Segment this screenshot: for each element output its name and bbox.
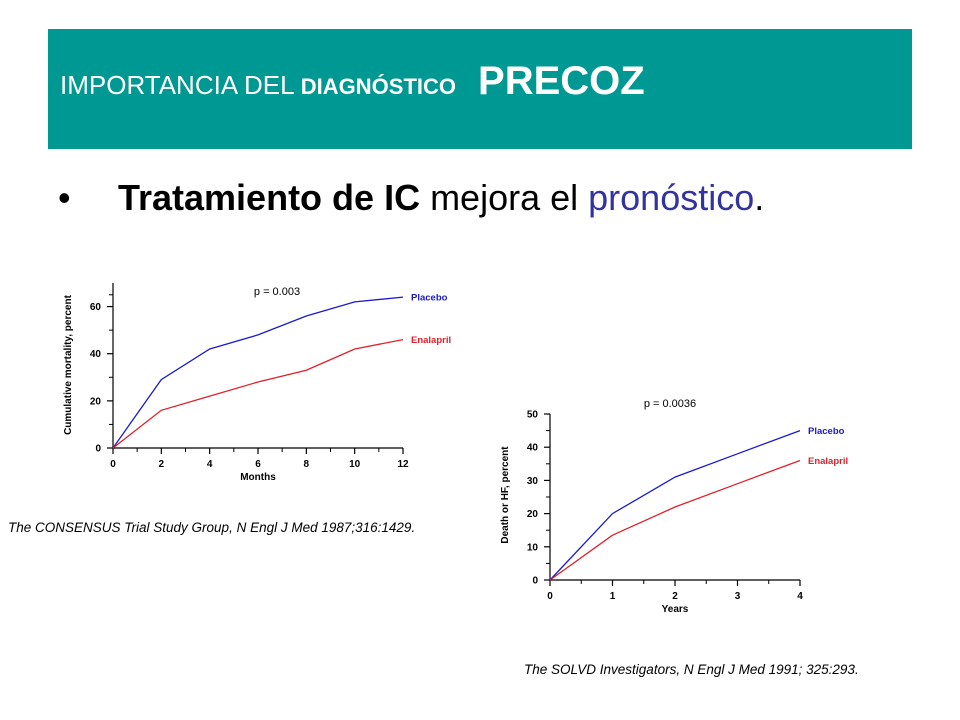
y-axis-label: Death or HF, percent [500,446,511,544]
citation-solvd: The SOLVD Investigators, N Engl J Med 19… [524,662,859,677]
placebo-line [112,296,404,449]
bullet-middle-text: mejora el [420,177,589,218]
x-tick-label: 2 [159,459,165,470]
x-tick-label: 3 [735,591,741,602]
title-part-3: PRECOZ [478,59,645,103]
bullet-symbol: • [58,177,71,218]
p-value-label: p = 0.0036 [644,398,696,410]
consensus-chart: 0 2 4 6 8 10 12 0 20 40 60 Months Cumulative mortali… [63,283,451,483]
x-tick-label: 4 [207,459,213,470]
x-tick-label: 2 [672,591,678,602]
y-tick-label: 0 [532,576,538,587]
x-axis-label: Months [240,472,276,483]
y-tick-label: 0 [95,444,101,455]
x-tick-label: 10 [349,459,361,470]
x-tick-label: 1 [610,591,616,602]
citation-consensus: The CONSENSUS Trial Study Group, N Engl … [8,520,416,535]
title-part-2: DIAGNÓSTICO [300,74,457,99]
y-axis-label: Cumulative mortality, percent [63,294,74,435]
bullet-point: • Tratamiento de IC mejora el pronóstico. [58,176,764,219]
enalapril-series-label: Enalapril [411,335,451,346]
enalapril-series-label: Enalapril [808,456,848,467]
bullet-end-text: . [754,177,765,218]
x-tick-label: 0 [110,459,116,470]
title-banner: IMPORTANCIA DEL DIAGNÓSTICO PRECOZ [48,29,912,149]
y-tick-label: 20 [527,509,539,520]
y-tick-label: 30 [527,476,539,487]
x-tick-label: 12 [397,459,409,470]
p-value-label: p = 0.003 [254,286,300,298]
title-part-1: IMPORTANCIA DEL [60,70,301,100]
y-tick-label: 40 [90,349,102,360]
bullet-accent-text: pronóstico [588,177,755,218]
x-tick-label: 0 [547,591,553,602]
slide-title: IMPORTANCIA DEL DIAGNÓSTICO PRECOZ [60,61,645,101]
bullet-bold-text: Tratamiento de IC [118,177,421,218]
y-tick-label: 20 [90,396,102,407]
y-tick-label: 60 [90,302,102,313]
y-tick-label: 50 [527,410,539,421]
enalapril-line [549,459,801,581]
placebo-series-label: Placebo [411,293,448,304]
y-tick-label: 10 [527,542,539,553]
x-axis-label: Years [662,604,689,615]
placebo-series-label: Placebo [808,426,845,437]
x-tick-label: 8 [304,459,310,470]
x-tick-label: 4 [797,591,803,602]
placebo-line [549,429,801,581]
x-tick-label: 6 [255,459,261,470]
y-tick-label: 40 [527,443,539,454]
enalapril-line [112,338,404,449]
